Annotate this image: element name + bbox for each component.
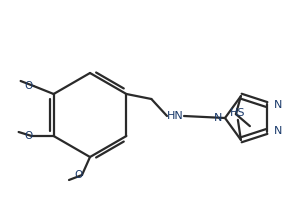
Text: O: O bbox=[75, 170, 83, 180]
Text: N: N bbox=[274, 126, 282, 136]
Text: HN: HN bbox=[167, 111, 183, 121]
Text: N: N bbox=[274, 101, 282, 110]
Text: O: O bbox=[24, 81, 33, 91]
Text: O: O bbox=[24, 131, 33, 141]
Text: HS: HS bbox=[230, 108, 246, 118]
Text: N: N bbox=[214, 113, 222, 123]
